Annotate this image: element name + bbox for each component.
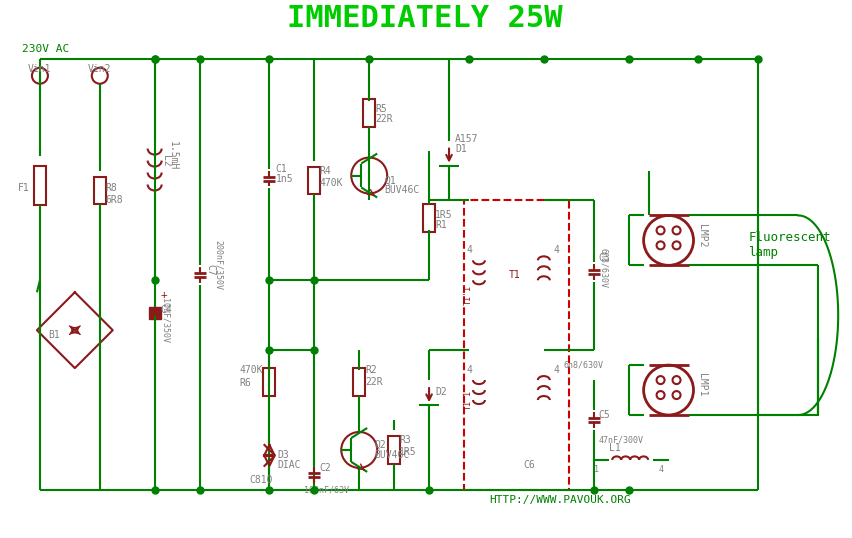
Text: LMP2: LMP2 [696,224,706,247]
Bar [464,201,569,490]
Text: 22R: 22R [366,377,383,387]
Text: HTTP://WWW.PAVOUK.ORG: HTTP://WWW.PAVOUK.ORG [489,495,630,505]
Text: 100nF/63V: 100nF/63V [304,485,349,494]
Text: 230V AC: 230V AC [22,44,69,54]
Text: D2: D2 [435,387,446,397]
Bar [389,436,400,464]
Text: D1: D1 [455,144,467,153]
Text: 1: 1 [594,465,599,475]
Text: BUV46C: BUV46C [384,186,419,195]
Text: 22R: 22R [375,114,393,124]
Text: C3: C3 [599,253,611,263]
Text: 4: 4 [554,365,560,375]
Bar [354,368,366,396]
Text: R5: R5 [375,104,387,114]
Bar [423,204,435,232]
Text: R4: R4 [320,166,331,175]
Text: C1: C1 [275,164,287,174]
Text: C2: C2 [320,463,331,473]
Text: C4: C4 [161,305,172,315]
Text: R6: R6 [239,378,251,388]
Text: Q1: Q1 [384,175,396,186]
Text: 4: 4 [554,245,560,256]
Text: Fluorescent
lamp: Fluorescent lamp [748,231,831,259]
Text: LMP1: LMP1 [696,373,706,397]
Text: L1: L1 [608,443,620,453]
Text: F1: F1 [18,183,30,194]
Text: IMMEDIATELY 25W: IMMEDIATELY 25W [287,4,563,33]
Text: T1: T1 [509,270,521,280]
Text: +: + [161,291,167,300]
Text: B1: B1 [48,330,60,340]
Text: 10uF/350V: 10uF/350V [161,298,170,343]
Text: 47nF/300V: 47nF/300V [599,435,644,444]
Text: 1R5: 1R5 [435,210,452,221]
Text: 6n8/630V: 6n8/630V [599,249,607,288]
Text: R8: R8 [106,183,118,194]
Text: BUV46C: BUV46C [374,450,410,460]
Text: C5: C5 [599,410,611,420]
Text: T1'1: T1'1 [464,390,473,410]
Text: C810: C810 [250,475,273,485]
Text: 4: 4 [659,465,664,475]
Text: Q2: Q2 [374,440,386,450]
Text: Vin1: Vin1 [28,63,51,74]
Text: 4: 4 [467,365,473,375]
Text: 1R5: 1R5 [399,447,417,457]
Text: 470K: 470K [239,365,263,375]
Text: DIAC: DIAC [278,460,301,470]
Bar [263,368,275,396]
Bar [308,167,320,194]
Bar [94,176,106,204]
Text: T1'1: T1'1 [464,285,473,305]
Text: Vin2: Vin2 [88,63,112,74]
Text: 1.5mH: 1.5mH [168,141,177,170]
Text: R3: R3 [399,435,411,445]
Text: 6R8: 6R8 [106,195,124,206]
Bar [34,166,46,206]
Text: R1: R1 [435,221,446,230]
Text: L2: L2 [161,155,170,166]
Text: C7: C7 [205,265,216,276]
Text: 6n8/630V: 6n8/630V [564,360,604,370]
Text: D3: D3 [278,450,289,460]
Text: 470K: 470K [320,178,343,188]
Bar [363,98,375,126]
Text: R2: R2 [366,365,377,375]
Text: 4: 4 [467,245,473,256]
Text: C6: C6 [524,460,536,470]
Text: 200nF/350V: 200nF/350V [214,240,222,291]
Text: A157: A157 [455,133,479,144]
Text: 1n5: 1n5 [275,174,293,183]
